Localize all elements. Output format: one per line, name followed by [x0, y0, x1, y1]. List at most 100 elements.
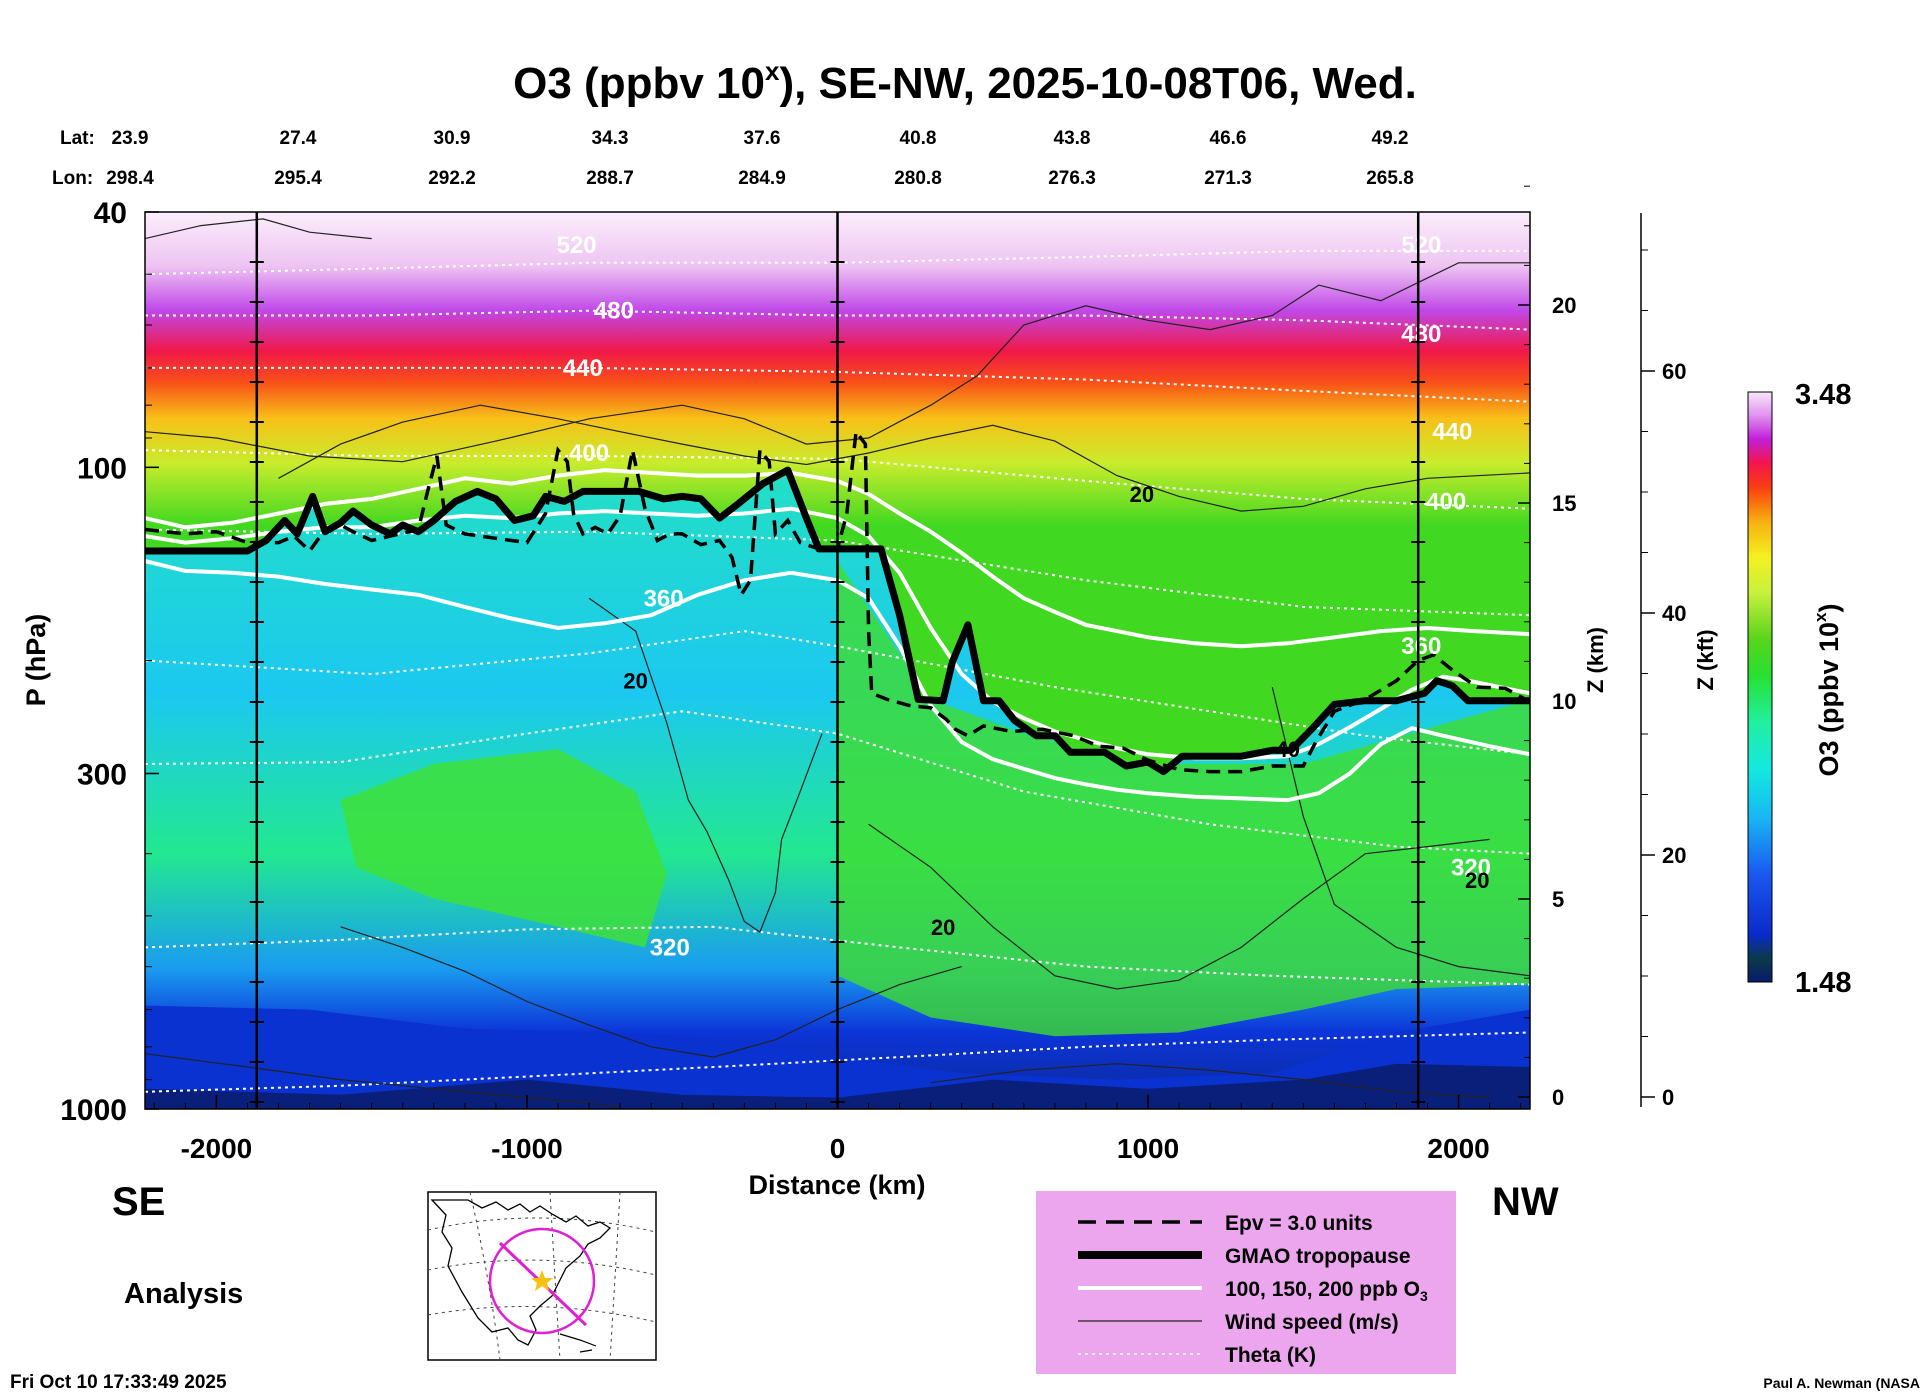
epv-line — [145, 427, 1530, 774]
p-tick-label: 1000 — [60, 1094, 127, 1127]
inset-center-star — [531, 1270, 553, 1291]
theta-label: 360 — [1401, 633, 1441, 660]
wind-speed-line — [930, 1063, 1490, 1099]
z-km-tick-label: 10 — [1552, 689, 1576, 714]
lon-label: 292.2 — [428, 168, 476, 189]
theta-label: 520 — [557, 232, 597, 259]
lon-label: 276.3 — [1048, 168, 1096, 189]
z-km-axis-label: Z (km) — [1583, 627, 1608, 693]
colorbar-max: 3.48 — [1795, 379, 1851, 411]
p-tick-label: 100 — [77, 452, 127, 485]
wind-speed-line — [340, 926, 962, 1058]
colorbar-label: O3 (ppbv 10x) — [1811, 603, 1844, 776]
x-tick-label: 0 — [830, 1133, 846, 1164]
lat-label: 40.8 — [900, 128, 937, 149]
longitude-labels: 298.4 295.4 292.2 288.7 284.9 280.8 276.3 271.3… — [106, 168, 1414, 189]
wind-speed-line — [145, 218, 372, 240]
p-tick-label: 40 — [94, 197, 127, 230]
timestamp: Fri Oct 10 17:33:49 2025 — [10, 1372, 227, 1393]
z-kft-axis: 0 20 40 60 — [1640, 213, 1686, 1110]
legend-label: Epv = 3.0 units — [1225, 1212, 1373, 1235]
z-km-tick-label: 15 — [1552, 491, 1576, 516]
theta-label: 440 — [1432, 419, 1472, 446]
z-kft-tick-label: 60 — [1662, 359, 1686, 384]
theta-line — [145, 1031, 1530, 1093]
x-axis: -2000 -1000 0 1000 2000 — [153, 1095, 1522, 1164]
lon-label: 265.8 — [1366, 168, 1414, 189]
x-tick-label: -1000 — [491, 1133, 563, 1164]
z-kft-tick-label: 40 — [1662, 601, 1686, 626]
z-kft-tick-label: 0 — [1662, 1085, 1674, 1110]
wind-label: 40 — [1276, 737, 1300, 762]
theta-label: 480 — [1401, 321, 1441, 348]
ozone-field-green-region — [837, 561, 1530, 1037]
z-kft-axis-label: Z (kft) — [1693, 629, 1718, 690]
z-km-tick-label: 0 — [1552, 1085, 1564, 1110]
direction-right-label: NW — [1492, 1180, 1559, 1224]
lon-label: 298.4 — [106, 168, 154, 189]
direction-left-label: SE — [112, 1180, 165, 1224]
z-km-axis: 0 5 10 15 20 — [1518, 185, 1576, 1110]
lat-row-label: Lat: — [60, 128, 95, 149]
lon-label: 295.4 — [274, 168, 322, 189]
x-tick-label: 1000 — [1117, 1133, 1179, 1164]
lat-label: 43.8 — [1054, 128, 1091, 149]
tropopause-line — [145, 466, 1530, 776]
wind-label: 20 — [1130, 482, 1154, 507]
z-kft-tick-label: 20 — [1662, 843, 1686, 868]
inset-map — [427, 1191, 657, 1361]
colorbar — [1747, 391, 1773, 983]
ozone-field-surface-layer — [145, 1063, 1530, 1109]
lon-label: 280.8 — [894, 168, 942, 189]
lon-row-label: Lon: — [52, 168, 93, 189]
ozone-contour-line — [145, 468, 1530, 649]
wind-label: 20 — [931, 915, 955, 940]
legend-label: 100, 150, 200 ppb O3 — [1225, 1278, 1428, 1304]
theta-label: 400 — [1426, 488, 1466, 515]
wind-speed-line — [145, 1053, 621, 1107]
theta-label: 400 — [569, 440, 609, 467]
lon-label: 288.7 — [586, 168, 634, 189]
analysis-label: Analysis — [124, 1278, 243, 1310]
lat-label: 46.6 — [1210, 128, 1247, 149]
wind-label: 20 — [623, 669, 647, 694]
p-tick-label: 300 — [77, 758, 127, 791]
z-km-tick-label: 5 — [1552, 887, 1564, 912]
contour-labels: 5204804404003603205204804404003603202020… — [557, 232, 1491, 962]
lat-label: 23.9 — [112, 128, 149, 149]
x-tick-label: 2000 — [1427, 1133, 1489, 1164]
theta-line — [145, 925, 1530, 986]
lon-label: 284.9 — [738, 168, 786, 189]
theta-line — [145, 309, 1530, 331]
theta-label: 520 — [1401, 232, 1441, 259]
theta-line — [145, 449, 1530, 510]
wind-speed-line — [278, 404, 1530, 512]
pressure-axis: 40 100 300 1000 — [60, 197, 159, 1127]
z-km-tick-label: 20 — [1552, 293, 1576, 318]
coastline-north-america — [430, 1199, 612, 1346]
theta-label: 360 — [644, 585, 684, 612]
vertical-markers — [249, 212, 1426, 1109]
wind-speed-contours — [145, 218, 1530, 1107]
legend-label: Theta (K) — [1225, 1344, 1316, 1367]
wind-label: 20 — [1465, 868, 1489, 893]
legend-label: Wind speed (m/s) — [1225, 1311, 1399, 1334]
ozone-field-green-region — [340, 749, 667, 948]
theta-label: 480 — [594, 298, 634, 325]
theta-line — [145, 366, 1530, 403]
inset-range-circle — [488, 1227, 596, 1335]
lat-label: 37.6 — [744, 128, 781, 149]
theta-label: 440 — [563, 355, 603, 382]
lat-label: 34.3 — [592, 128, 629, 149]
wind-speed-line — [1271, 686, 1530, 977]
wind-speed-line — [588, 597, 823, 934]
lon-label: 271.3 — [1204, 168, 1252, 189]
chart-title: O3 (ppbv 10x), SE-NW, 2025-10-08T06, Wed… — [513, 56, 1417, 108]
x-tick-label: -2000 — [181, 1133, 253, 1164]
colorbar-min: 1.48 — [1795, 967, 1851, 999]
theta-line — [145, 249, 1530, 276]
theta-line — [145, 528, 1530, 617]
latitude-labels: 23.9 27.4 30.9 34.3 37.6 40.8 43.8 46.6 49.2 — [112, 128, 1409, 149]
ozone-contour-line — [145, 506, 1530, 761]
